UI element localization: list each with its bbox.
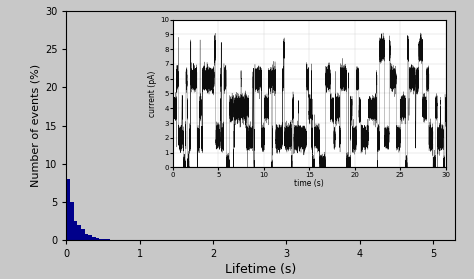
Bar [96, 238, 100, 240]
Bar [66, 179, 70, 240]
Bar [107, 239, 110, 240]
Bar [81, 229, 85, 240]
X-axis label: Lifetime (s): Lifetime (s) [225, 263, 296, 276]
Bar [92, 237, 96, 240]
Bar [100, 239, 103, 240]
Bar [70, 202, 73, 240]
X-axis label: time (s): time (s) [294, 179, 324, 188]
Bar [74, 221, 77, 240]
Bar [88, 235, 92, 240]
Y-axis label: current (pA): current (pA) [148, 70, 157, 117]
Y-axis label: Number of events (%): Number of events (%) [31, 64, 41, 187]
Bar [77, 225, 81, 240]
Bar [85, 234, 88, 240]
Bar [103, 239, 107, 240]
